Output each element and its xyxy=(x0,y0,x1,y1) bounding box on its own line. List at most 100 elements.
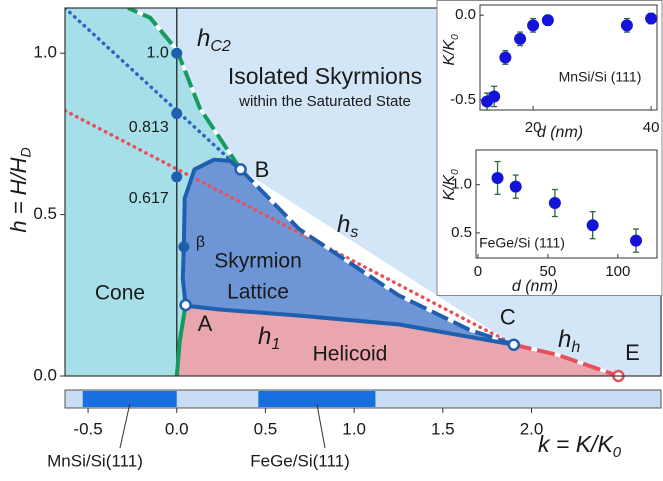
point-label: C xyxy=(500,305,516,330)
y-axis-label-main: h = H/H xyxy=(6,157,31,232)
x-axis-label-main: k = K/K xyxy=(538,431,614,457)
inset-x-tick-label: 50 xyxy=(540,263,557,280)
curve-label-main: h xyxy=(197,25,210,52)
curve-label: hC2 xyxy=(197,25,231,55)
inset-annotation: FeGe/Si (111) xyxy=(479,235,565,251)
x-tick-label: 1.0 xyxy=(342,419,366,438)
region-label: Skyrmion xyxy=(214,250,302,273)
leader-line xyxy=(316,403,326,449)
point-label: β xyxy=(196,234,205,251)
phase-boundary xyxy=(174,303,188,376)
inset-y-label: K/K0 xyxy=(441,34,460,66)
phase-region xyxy=(182,159,514,345)
y-tick-label: 1.0 xyxy=(33,43,57,62)
material-band xyxy=(258,391,376,407)
data-point xyxy=(491,171,504,184)
phase-point xyxy=(178,241,190,253)
inset-y-tick-label: 1.0 xyxy=(451,176,472,193)
leader-line xyxy=(119,403,131,449)
curve-label: hh xyxy=(558,326,580,356)
inset-y-label-main: K/K xyxy=(441,39,458,66)
inset-y-label-main: K/K xyxy=(441,174,458,201)
dotted-line xyxy=(65,8,243,172)
inset-x-label: d (nm) xyxy=(512,278,558,295)
phase-boundary xyxy=(183,303,516,347)
x-axis-label: k = K/K0 xyxy=(538,431,622,461)
inset-panel xyxy=(436,0,663,296)
curve-label-main: h xyxy=(337,211,350,238)
point-label: B xyxy=(255,157,270,182)
curve-label-sub: C2 xyxy=(210,38,231,55)
data-point xyxy=(548,197,561,210)
data-point xyxy=(499,51,512,64)
data-point xyxy=(630,234,643,247)
curve-label: h1 xyxy=(258,323,280,353)
inset-x-tick-label: 100 xyxy=(605,263,630,280)
x-axis-label-sub: 0 xyxy=(613,444,622,461)
inset-y-tick-label: 0.0 xyxy=(455,6,476,23)
inset-x-tick-label: 20 xyxy=(525,119,542,136)
y-axis-label-sub: D xyxy=(17,147,33,157)
point-label: E xyxy=(625,340,640,365)
inset-y-tick-label: -0.5 xyxy=(450,91,476,108)
data-point xyxy=(514,32,527,45)
data-point xyxy=(620,19,633,32)
point-label: 0.617 xyxy=(129,190,169,207)
curve-label: hs xyxy=(337,211,358,241)
x-tick-label: 0.0 xyxy=(165,419,189,438)
inset-x-tick-label: 0 xyxy=(474,263,482,280)
region-label: within the Saturated State xyxy=(238,93,411,110)
phase-boundary xyxy=(239,168,515,347)
material-band xyxy=(82,391,177,407)
phase-region xyxy=(176,305,619,376)
data-point xyxy=(541,14,554,27)
y-tick-label: 0.5 xyxy=(33,204,57,223)
y-tick-label: 0.0 xyxy=(33,365,57,384)
inset-x-tick-label: 40 xyxy=(643,119,660,136)
region-label: Cone xyxy=(95,282,145,305)
inset-frame xyxy=(479,4,658,111)
inset-y-tick-label: 0.5 xyxy=(451,224,472,241)
curve-label-main: h xyxy=(558,326,571,353)
curve-label-sub: 1 xyxy=(271,336,280,353)
phase-boundary xyxy=(513,342,620,376)
region-label: Helicoid xyxy=(313,343,388,366)
phase-point xyxy=(171,108,183,120)
data-point xyxy=(586,219,599,232)
curve-label-sub: h xyxy=(571,339,580,356)
x-tick-label: 2.0 xyxy=(520,419,544,438)
region-label: Isolated Skyrmions xyxy=(228,63,422,89)
phase-boundary xyxy=(180,157,243,307)
curve-label-main: h xyxy=(258,323,271,350)
inset-y-label-sub: 0 xyxy=(449,169,460,175)
x-tick-label: 0.5 xyxy=(254,419,278,438)
inset-annotation: MnSi/Si (111) xyxy=(559,69,642,85)
band-label: MnSi/Si(111) xyxy=(47,451,143,470)
data-point xyxy=(509,180,522,193)
point-label: 1.0 xyxy=(147,44,169,61)
inset-y-label: K/K0 xyxy=(441,169,460,201)
inset-frame xyxy=(475,149,658,259)
point-label: 0.813 xyxy=(129,119,169,136)
band-label: FeGe/Si(111) xyxy=(250,451,350,470)
phase-point xyxy=(171,47,183,59)
phase-region xyxy=(65,8,241,376)
inset-x-label: d (nm) xyxy=(537,124,583,141)
dotted-line xyxy=(65,108,516,347)
phase-point xyxy=(171,171,183,183)
inset-y-label-sub: 0 xyxy=(449,34,460,40)
point-label: A xyxy=(198,311,213,336)
data-point xyxy=(645,12,658,25)
phase-point xyxy=(234,163,247,176)
data-point xyxy=(527,19,540,32)
x-tick-label: -0.5 xyxy=(73,419,102,438)
data-point xyxy=(488,90,501,103)
x-tick-label: 1.5 xyxy=(431,419,455,438)
region-label: Lattice xyxy=(227,281,289,304)
phase-point xyxy=(179,298,192,312)
curve-label-sub: s xyxy=(350,224,358,241)
y-axis-label: h = H/HD xyxy=(6,147,33,232)
phase-point xyxy=(507,338,521,351)
